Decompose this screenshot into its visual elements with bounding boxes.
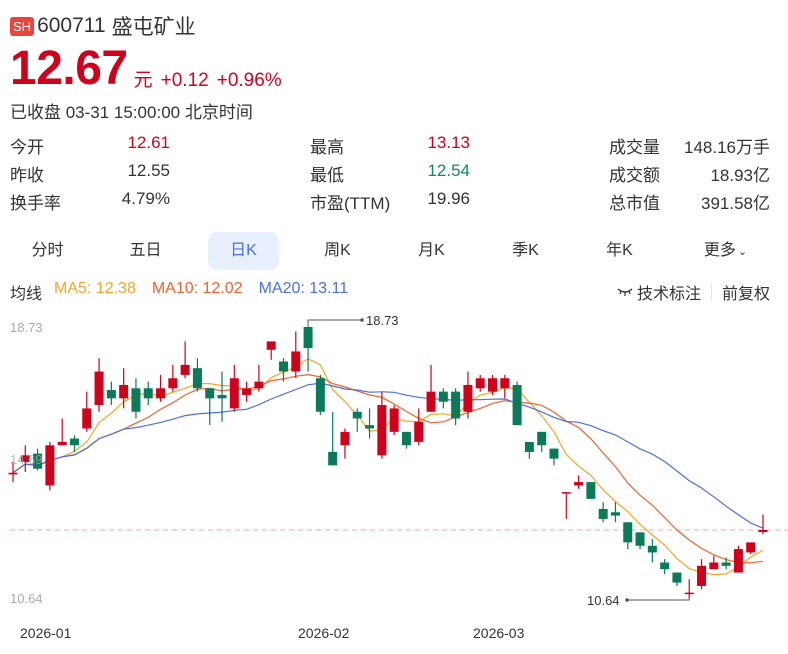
stat-label-market-cap: 总市值 <box>609 194 660 213</box>
svg-text:10.64: 10.64 <box>587 593 620 608</box>
stat-value-pe: 19.96 <box>427 189 470 208</box>
tab-yearly-k[interactable]: 年K <box>606 242 633 259</box>
stock-name: 盛屯矿业 <box>111 16 196 39</box>
adjust-toggle[interactable]: 前复权 <box>721 286 770 303</box>
stat-label-open: 今开 <box>10 138 44 157</box>
x-tick-mar: 2026-03 <box>473 625 525 641</box>
tab-monthly-k[interactable]: 月K <box>418 242 445 259</box>
x-tick-feb: 2026-02 <box>298 625 350 641</box>
x-tick-jan: 2026-01 <box>20 625 72 641</box>
ma10-value: MA10: 12.02 <box>151 280 243 297</box>
tab-more[interactable]: 更多 ⌄ <box>688 232 763 270</box>
tab-quarterly-k[interactable]: 季K <box>512 242 539 259</box>
stat-label-prev-close: 昨收 <box>10 166 44 185</box>
stat-value-high: 13.13 <box>427 133 470 152</box>
y-tick-mid: 14.69 <box>10 452 43 467</box>
stock-code: 600711 <box>37 14 106 37</box>
annotation-toggle[interactable]: 技术标注 <box>617 280 701 304</box>
stat-value-low: 12.54 <box>427 161 470 180</box>
stat-value-open: 12.61 <box>127 133 170 152</box>
tab-more-label: 更多 <box>703 242 736 259</box>
tab-weekly-k[interactable]: 周K <box>324 242 351 259</box>
market-status: 已收盘 03-31 15:00:00 北京时间 <box>10 103 253 122</box>
period-tabs: 分时 五日 日K 周K 月K 季K 年K 更多 ⌄ <box>0 232 788 270</box>
chevron-down-icon: ⌄ <box>737 246 748 258</box>
current-price: 12.67 <box>10 42 128 95</box>
stat-label-turnover-rate: 换手率 <box>10 194 61 213</box>
price-unit: 元 <box>133 70 153 91</box>
ma20-value: MA20: 13.11 <box>258 280 349 297</box>
chart-tools: 技术标注 前复权 <box>617 280 770 304</box>
ma-legend: 均线 MA5: 12.38 MA10: 12.02 MA20: 13.11 <box>10 280 348 304</box>
stat-label-low: 最低 <box>310 166 344 185</box>
stat-label-turnover-amount: 成交额 <box>609 166 660 185</box>
exchange-badge: SH <box>10 16 35 36</box>
price-change: +0.12 <box>160 70 209 91</box>
y-tick-min: 10.64 <box>10 591 43 606</box>
price-change-pct: +0.96% <box>216 70 282 91</box>
stat-value-turnover-amount: 18.93亿 <box>710 166 770 185</box>
svg-text:18.73: 18.73 <box>366 313 399 328</box>
tab-daily-k[interactable]: 日K <box>208 232 279 270</box>
y-tick-max: 18.73 <box>10 320 43 335</box>
stat-value-turnover-rate: 4.79% <box>121 189 170 208</box>
stat-value-volume: 148.16万手 <box>684 138 770 157</box>
stat-value-prev-close: 12.55 <box>127 161 170 180</box>
price-row: 12.67 元 +0.12 +0.96% <box>10 44 282 94</box>
stat-label-volume: 成交量 <box>609 138 660 157</box>
stock-title-row: SH 600711 盛屯矿业 <box>10 11 196 41</box>
eye-closed-icon <box>617 288 633 296</box>
stat-label-pe: 市盈(TTM) <box>310 194 391 213</box>
ma-label: 均线 <box>10 286 43 303</box>
stat-label-high: 最高 <box>310 138 344 157</box>
stat-value-market-cap: 391.58亿 <box>701 194 770 213</box>
annotation-label: 技术标注 <box>636 286 701 303</box>
ma5-value: MA5: 12.38 <box>54 280 136 297</box>
divider <box>710 284 712 300</box>
tab-intraday[interactable]: 分时 <box>31 242 64 259</box>
tab-five-day[interactable]: 五日 <box>129 242 162 259</box>
candlestick-chart[interactable]: 18.73 10.64 <box>0 300 788 620</box>
